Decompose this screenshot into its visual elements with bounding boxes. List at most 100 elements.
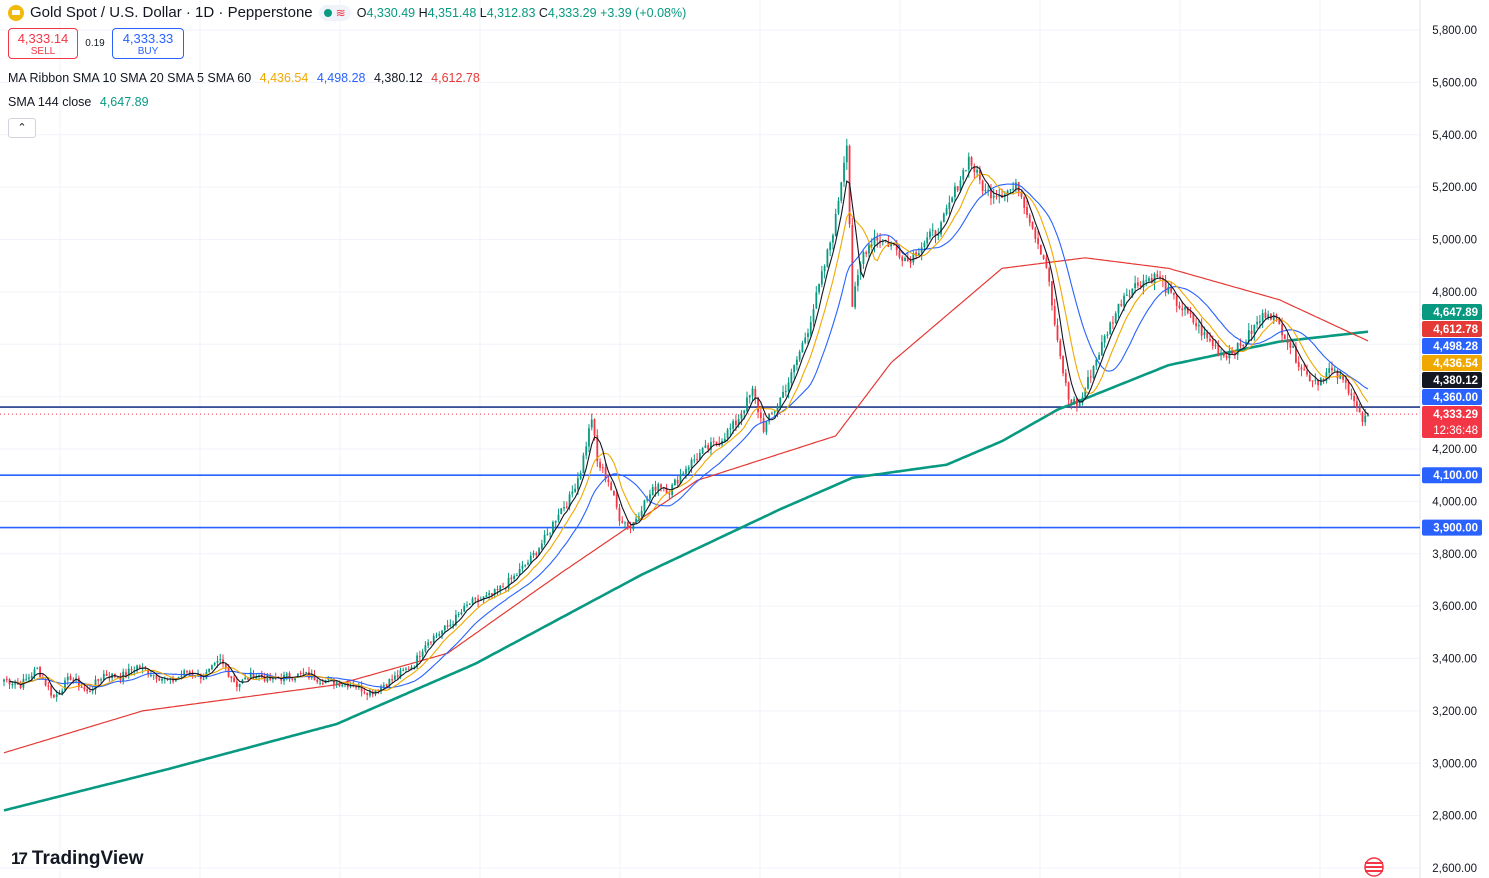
candle-body (920, 247, 923, 253)
candle-body (710, 441, 712, 450)
sma144-value: 4,647.89 (99, 95, 149, 109)
candle-body (926, 237, 929, 244)
candle-body (452, 624, 455, 626)
candle-body (954, 186, 956, 198)
candle-body (1297, 361, 1300, 368)
candle-body (1087, 377, 1089, 389)
candle-body (782, 391, 784, 398)
candle-body (723, 438, 726, 442)
price-axis-label-bg (1422, 389, 1482, 405)
candle-body (454, 614, 457, 625)
candle-body (50, 686, 53, 696)
candle-body (1089, 376, 1092, 378)
level-label-bg (1422, 519, 1482, 536)
candle-body (771, 413, 773, 415)
candle-body (1051, 281, 1053, 306)
candle-body (1231, 351, 1234, 354)
symbol-title[interactable]: Gold Spot / U.S. Dollar · 1D · Peppersto… (30, 4, 313, 21)
candle-body (1261, 312, 1264, 322)
candle-body (687, 467, 690, 470)
candle-body (402, 669, 405, 671)
candle-body (155, 675, 158, 679)
candle-body (28, 677, 30, 679)
candle-body (1367, 414, 1369, 417)
candle-body (1070, 399, 1073, 404)
price-axis-label-text: 4,360.00 (1433, 392, 1478, 404)
candle-body (940, 222, 942, 235)
candle-body (72, 679, 75, 681)
candle-body (676, 479, 679, 484)
candle-body (418, 656, 421, 658)
candle-body (1028, 215, 1031, 223)
candle-body (596, 435, 599, 462)
candle-body (405, 668, 407, 670)
candle-body (1356, 401, 1358, 408)
candle-body (1092, 366, 1095, 378)
candle-body (152, 674, 155, 676)
candle-body (1300, 367, 1303, 370)
candle-body (870, 244, 873, 246)
tradingview-logo[interactable]: 17 TradingView (11, 848, 144, 869)
candle-body (1084, 389, 1087, 397)
candle-body (471, 598, 474, 604)
candle-body (665, 487, 668, 494)
candle-body (601, 467, 604, 469)
candle-body (873, 237, 876, 246)
candle-body (1317, 379, 1319, 386)
candle-body (438, 633, 441, 636)
candle-body (299, 672, 302, 674)
candle-body (1200, 324, 1203, 336)
candle-body (787, 382, 790, 392)
candle-body (621, 520, 624, 523)
candle-body (147, 669, 150, 675)
candle-body (435, 635, 438, 637)
candle-body (1045, 258, 1048, 268)
sma5-value: 4,380.12 (373, 71, 423, 85)
candle-body (502, 586, 504, 588)
candle-body (931, 229, 934, 231)
y-tick-label: 3,000.00 (1432, 758, 1477, 770)
price-axis-label: 4,380.12 (1422, 372, 1482, 388)
candle-body (119, 677, 122, 681)
candle-body (840, 182, 843, 201)
sell-button[interactable]: 4,333.14 SELL (8, 28, 78, 59)
candle-body (5, 678, 8, 680)
candle-body (416, 655, 418, 668)
candle-body (180, 675, 183, 677)
candle-body (834, 213, 837, 236)
candle-body (1256, 321, 1259, 325)
market-status-pill[interactable]: ≋ (318, 4, 351, 21)
candle-body (1275, 314, 1278, 318)
candle-body (341, 684, 344, 687)
candle-body (820, 271, 823, 285)
candle-body (1325, 372, 1328, 382)
candle-body (44, 678, 47, 686)
buy-button[interactable]: 4,333.33 BUY (112, 28, 184, 59)
candle-body (457, 613, 460, 615)
candle-body (759, 412, 762, 419)
candle-body (466, 604, 468, 606)
candle-body (25, 678, 28, 680)
wave-icon: ≋ (335, 5, 346, 20)
candle-body (768, 414, 771, 422)
candle-body (1342, 374, 1344, 380)
sma10-value: 4,436.54 (259, 71, 309, 85)
candle-body (829, 242, 832, 251)
candle-body (1242, 345, 1245, 347)
us-flag-icon[interactable] (1356, 857, 1392, 877)
sma144-legend[interactable]: SMA 144 close 4,647.89 (8, 95, 149, 109)
ma-ribbon-legend[interactable]: MA Ribbon SMA 10 SMA 20 SMA 5 SMA 60 4,4… (8, 71, 480, 85)
candle-body (130, 669, 133, 671)
y-tick-label: 4,000.00 (1432, 496, 1477, 508)
candle-body (624, 522, 626, 524)
candle-body (1220, 352, 1222, 355)
candle-body (532, 553, 535, 556)
candle-body (1109, 322, 1112, 335)
collapse-legend-button[interactable]: ⌃ (8, 118, 36, 138)
candle-body (235, 681, 238, 687)
candle-body (992, 195, 995, 198)
change-value: +3.39 (+0.08%) (600, 5, 687, 20)
candle-body (1303, 369, 1306, 371)
candle-body (407, 669, 410, 671)
